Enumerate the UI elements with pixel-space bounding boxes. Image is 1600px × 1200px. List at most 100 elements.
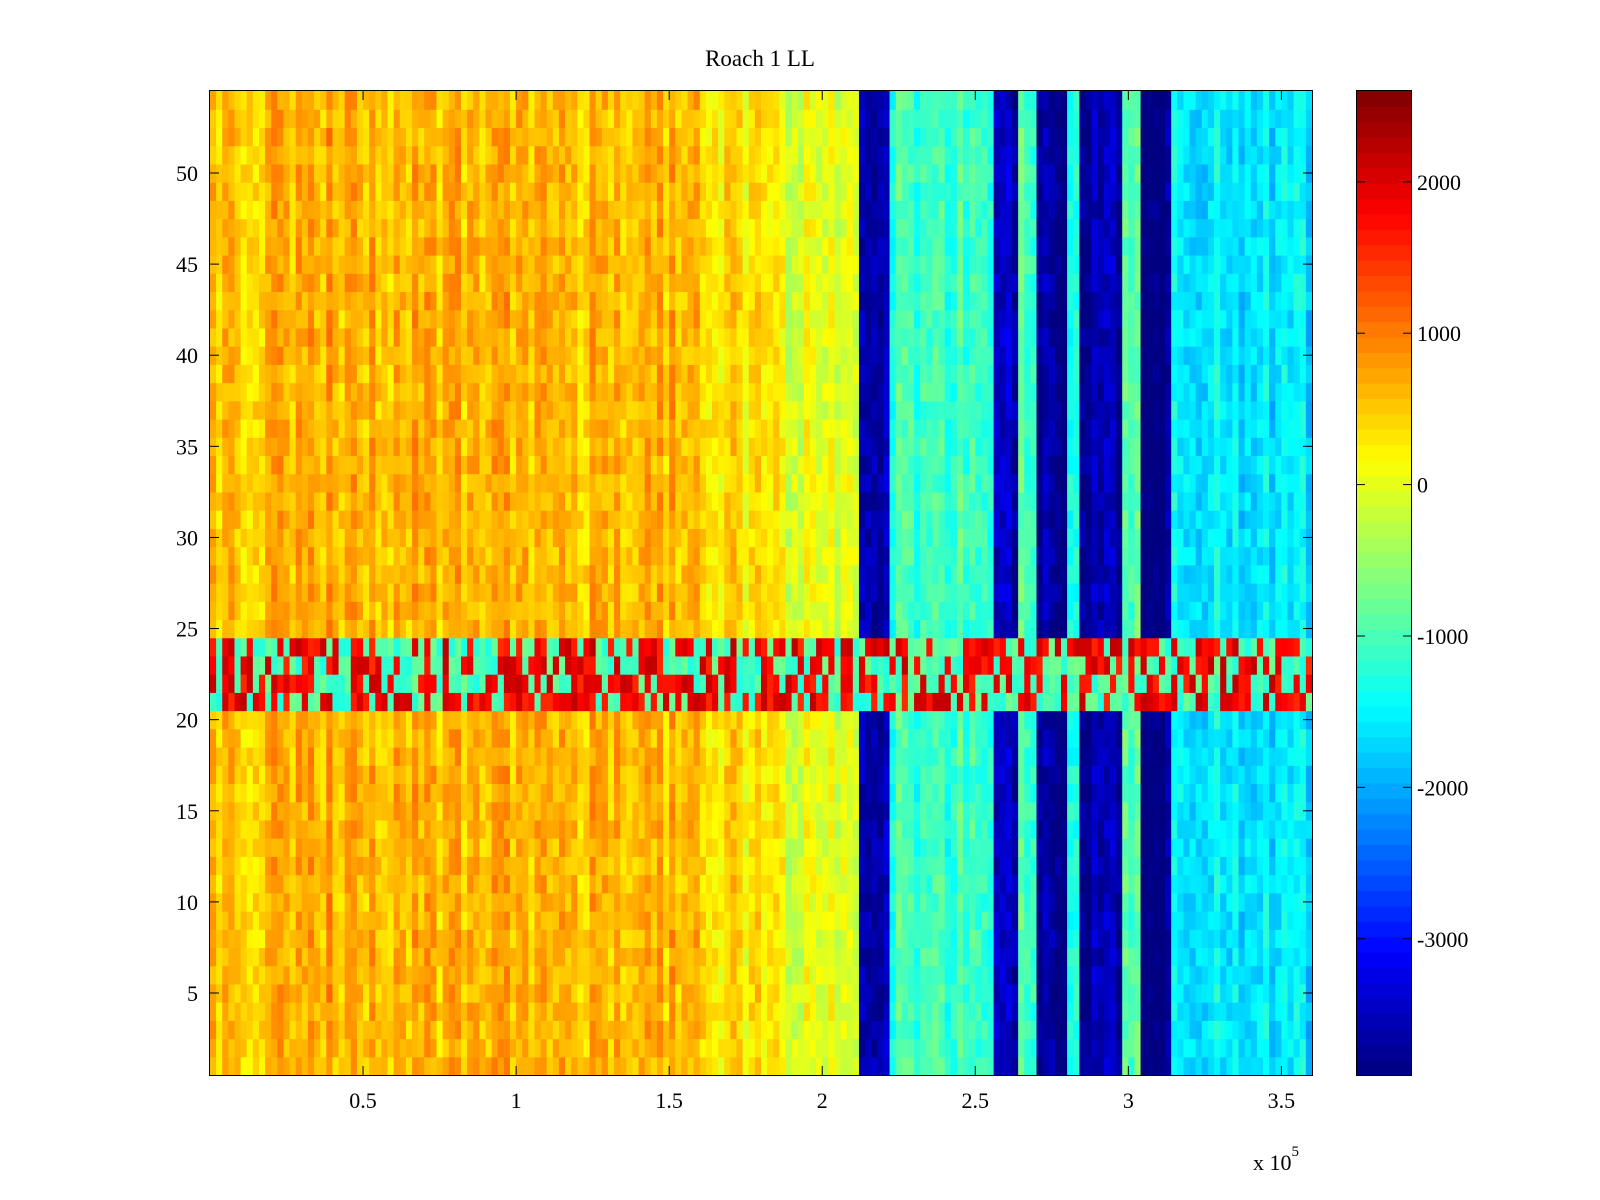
heatmap-cell	[442, 856, 450, 876]
heatmap-cell	[577, 400, 585, 420]
heatmap-cell	[705, 911, 713, 930]
heatmap-cell	[497, 400, 505, 420]
heatmap-cell	[418, 510, 425, 529]
heatmap-cell	[614, 91, 621, 110]
heatmap-cell	[730, 838, 738, 857]
heatmap-cell	[620, 856, 627, 876]
heatmap-cell	[424, 637, 431, 657]
heatmap-cell	[503, 564, 511, 584]
heatmap-cell	[289, 838, 297, 857]
heatmap-cell	[369, 200, 376, 220]
heatmap-cell	[467, 1020, 474, 1040]
heatmap-cell	[387, 400, 395, 420]
heatmap-cell	[356, 674, 364, 693]
heatmap-cell	[363, 400, 370, 420]
heatmap-cell	[467, 364, 474, 384]
heatmap-cell	[387, 601, 395, 621]
heatmap-cell	[295, 163, 303, 183]
heatmap-cell	[381, 929, 389, 949]
heatmap-cell	[552, 564, 560, 584]
heatmap-cell	[289, 710, 297, 730]
heatmap-cell	[295, 546, 303, 566]
heatmap-cell	[687, 419, 695, 438]
heatmap-cell	[675, 783, 683, 803]
heatmap-cell	[552, 710, 560, 730]
heatmap-cell	[516, 819, 523, 839]
heatmap-cell	[222, 218, 229, 238]
heatmap-cell	[454, 473, 462, 493]
heatmap-cell	[516, 163, 523, 183]
heatmap-cell	[675, 1002, 683, 1021]
heatmap-cell	[418, 309, 425, 329]
heatmap-cell	[265, 255, 272, 274]
heatmap-cell	[736, 400, 744, 420]
heatmap-cell	[497, 364, 505, 384]
heatmap-cell	[473, 109, 480, 129]
heatmap-cell	[565, 1020, 572, 1040]
heatmap-cell	[571, 145, 578, 165]
heatmap-cell	[369, 765, 376, 785]
heatmap-cell	[277, 400, 285, 420]
heatmap-cell	[540, 236, 548, 256]
heatmap-cell	[503, 874, 511, 894]
heatmap-cell	[650, 382, 658, 402]
heatmap-cell	[326, 273, 334, 293]
heatmap-cell	[399, 801, 407, 821]
heatmap-cell	[571, 1002, 578, 1021]
heatmap-cell	[430, 929, 438, 949]
heatmap-cell	[363, 929, 370, 949]
heatmap-cell	[405, 1038, 413, 1058]
heatmap-cell	[356, 819, 364, 839]
heatmap-cell	[558, 801, 566, 821]
heatmap-cell	[228, 218, 236, 238]
heatmap-cell	[344, 437, 352, 457]
heatmap-cell	[222, 528, 229, 548]
heatmap-cell	[540, 564, 548, 584]
heatmap-cell	[638, 692, 646, 712]
heatmap-cell	[405, 145, 413, 165]
heatmap-cell	[271, 655, 278, 675]
heatmap-cell	[712, 491, 719, 511]
heatmap-cell	[509, 109, 517, 129]
heatmap-cell	[650, 346, 658, 365]
heatmap-cell	[258, 182, 266, 201]
heatmap-cell	[399, 419, 407, 438]
heatmap-cell	[503, 1038, 511, 1058]
heatmap-cell	[705, 1020, 713, 1040]
heatmap-cell	[742, 874, 750, 894]
heatmap-cell	[730, 528, 738, 548]
heatmap-cell	[338, 346, 346, 365]
heatmap-cell	[571, 637, 578, 657]
heatmap-cell	[418, 856, 425, 876]
heatmap-cell	[577, 218, 585, 238]
heatmap-cell	[234, 674, 242, 693]
heatmap-cell	[565, 291, 572, 311]
heatmap-cell	[338, 747, 346, 766]
heatmap-cell	[767, 783, 774, 803]
heatmap-cell	[565, 91, 572, 110]
heatmap-cell	[663, 273, 670, 293]
heatmap-cell	[240, 619, 248, 639]
heatmap-cell	[497, 728, 505, 748]
heatmap-cell	[565, 309, 572, 329]
heatmap-cell	[246, 145, 254, 165]
heatmap-cell	[761, 819, 768, 839]
heatmap-cell	[381, 182, 389, 201]
heatmap-cell	[467, 200, 474, 220]
heatmap-cell	[424, 1056, 431, 1076]
heatmap-cell	[503, 911, 511, 930]
heatmap-cell	[454, 728, 462, 748]
heatmap-cell	[424, 109, 431, 129]
heatmap-cell	[356, 1020, 364, 1040]
heatmap-cell	[583, 364, 591, 384]
heatmap-cell	[705, 692, 713, 712]
heatmap-cell	[650, 200, 658, 220]
heatmap-cell	[363, 109, 370, 129]
heatmap-cell	[565, 273, 572, 293]
heatmap-cell	[399, 601, 407, 621]
heatmap-cell	[577, 710, 585, 730]
heatmap-cell	[705, 382, 713, 402]
heatmap-cell	[724, 145, 731, 165]
heatmap-cell	[326, 564, 334, 584]
heatmap-cell	[546, 1002, 554, 1021]
